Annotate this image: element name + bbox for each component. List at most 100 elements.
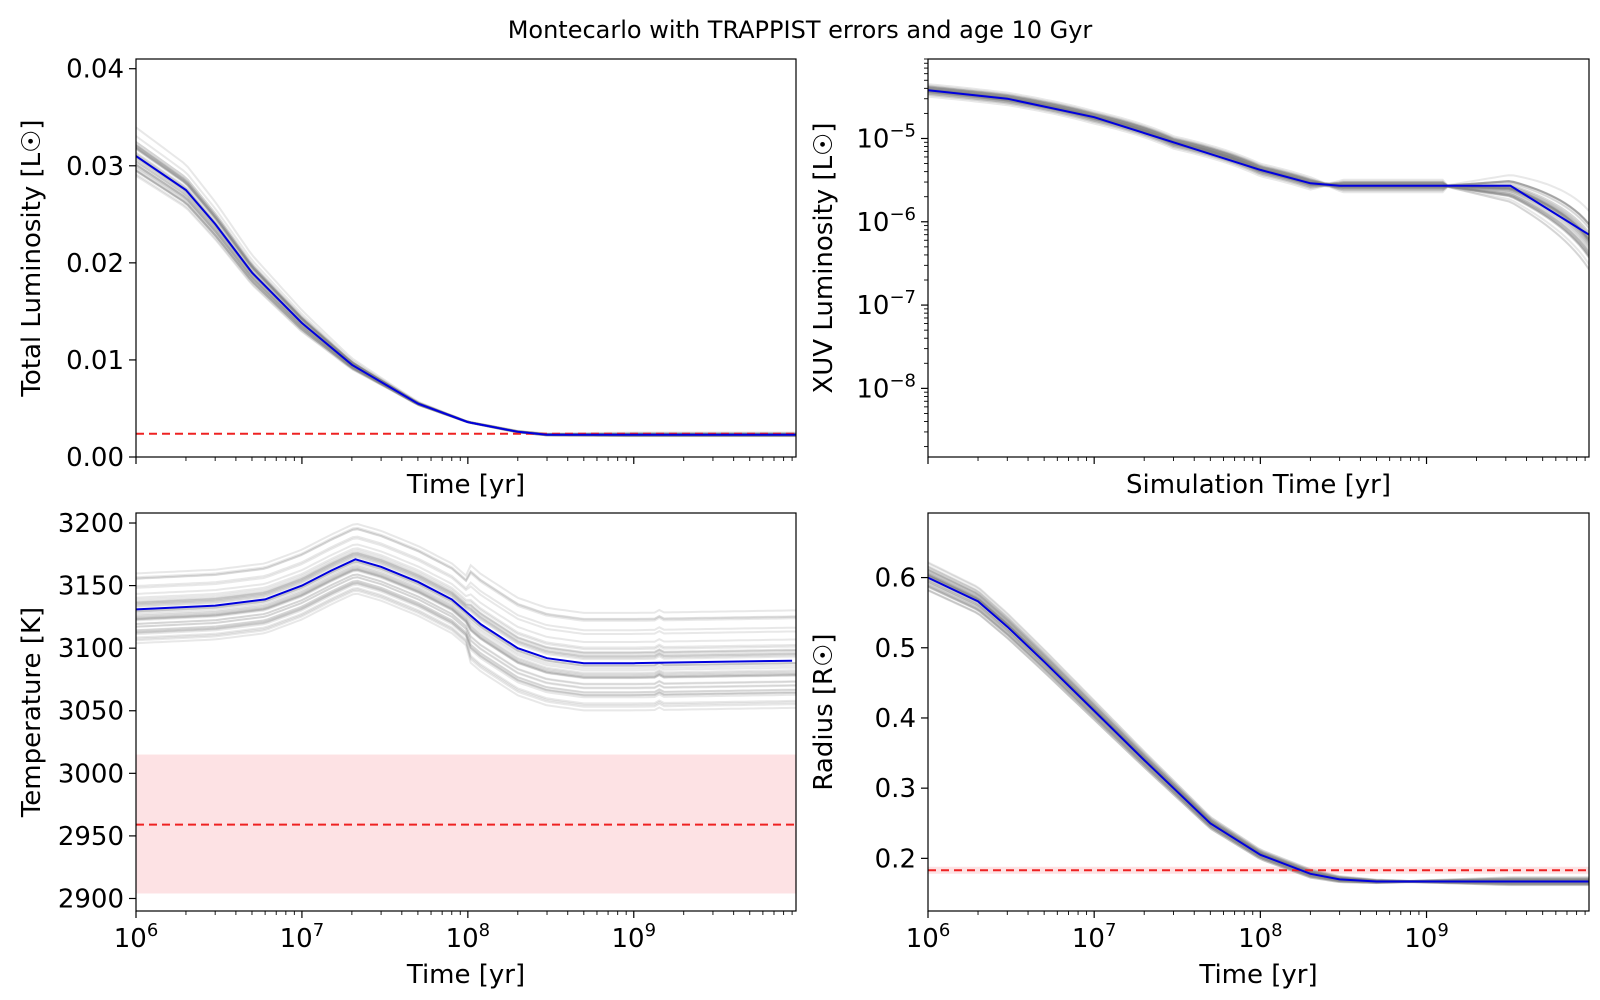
sample-line xyxy=(928,578,1589,884)
sample-line xyxy=(928,88,1589,234)
y-tick-label: 3000 xyxy=(58,759,124,789)
y-tick-label: 0.02 xyxy=(66,249,124,279)
sample-line xyxy=(136,555,796,659)
y-tick-label: 2950 xyxy=(58,822,124,852)
sample-line xyxy=(136,163,796,437)
x-axis: Simulation Time [yr] xyxy=(927,457,1586,500)
sample-line xyxy=(928,574,1589,883)
sample-line xyxy=(928,95,1589,271)
sample-line xyxy=(928,561,1589,882)
sample-line xyxy=(928,570,1589,883)
x-axis-label: Time [yr] xyxy=(1198,960,1317,990)
sample-line xyxy=(928,92,1589,254)
sample-line xyxy=(136,151,796,436)
x-tick-label: 108 xyxy=(1238,920,1283,954)
sample-line xyxy=(136,567,796,677)
sample-line xyxy=(136,576,796,690)
sample-line xyxy=(136,526,796,620)
x-axis-label: Simulation Time [yr] xyxy=(1126,470,1391,500)
sample-line xyxy=(136,152,796,436)
sample-line xyxy=(928,86,1589,225)
sample-line xyxy=(928,575,1589,883)
y-tick-label: 3050 xyxy=(58,697,124,727)
sample-line xyxy=(136,562,796,670)
sample-line xyxy=(928,580,1589,884)
sample-line xyxy=(928,580,1589,884)
y-tick-label: 10−7 xyxy=(856,287,916,321)
sample-line xyxy=(136,551,796,654)
sample-line xyxy=(136,581,796,697)
sample-line xyxy=(928,574,1589,883)
y-tick-label: 0.00 xyxy=(66,443,124,473)
sample-line xyxy=(136,146,796,436)
y-axis-label: Radius [R☉] xyxy=(809,633,839,790)
x-tick-label: 109 xyxy=(611,920,656,954)
sample-line xyxy=(928,85,1589,226)
sample-line xyxy=(928,569,1589,883)
sample-line xyxy=(136,143,796,436)
sample-line xyxy=(928,573,1589,883)
plot-area xyxy=(136,126,796,438)
y-tick-label: 0.2 xyxy=(875,844,916,874)
y-tick-label: 0.3 xyxy=(875,774,916,804)
sample-line xyxy=(136,583,796,699)
plot-area xyxy=(928,561,1589,887)
sample-line xyxy=(136,552,796,657)
sample-line xyxy=(136,549,796,651)
sample-line xyxy=(928,92,1589,258)
sample-line xyxy=(928,569,1589,883)
sample-line xyxy=(136,147,796,436)
x-tick-label: 107 xyxy=(1072,920,1117,954)
sample-line xyxy=(928,571,1589,883)
sample-line xyxy=(136,566,796,676)
panel-temperature: 106 107 108 109 Time [yr] 2900 2950 3000 3050 310… xyxy=(17,509,797,990)
y-tick-label: 0.03 xyxy=(66,152,124,182)
y-tick-label: 10−6 xyxy=(856,204,916,238)
sample-line xyxy=(928,87,1589,241)
model-line xyxy=(136,558,793,665)
sample-line xyxy=(928,84,1589,225)
sample-line xyxy=(136,146,796,436)
panel-total-luminosity: Time [yr] 0.00 0.01 0.02 0.03 0.04 Total Lumin… xyxy=(17,55,797,500)
sample-line xyxy=(136,169,796,437)
sample-line xyxy=(136,164,796,437)
sample-line xyxy=(136,568,796,679)
sample-line xyxy=(136,148,796,436)
sample-line xyxy=(928,91,1589,250)
sample-line xyxy=(136,147,796,436)
sample-line xyxy=(928,580,1589,884)
sample-line xyxy=(136,169,796,437)
sample-line xyxy=(928,86,1589,226)
sample-line xyxy=(136,573,796,685)
sample-line xyxy=(928,86,1589,240)
sample-line xyxy=(136,567,796,678)
sample-line xyxy=(928,574,1589,883)
sample-line xyxy=(136,156,796,436)
sample-line xyxy=(136,159,796,436)
sample-line xyxy=(928,583,1589,885)
sample-line xyxy=(136,528,796,622)
sample-line xyxy=(928,574,1589,883)
sample-line xyxy=(136,141,796,436)
x-tick-label: 109 xyxy=(1404,920,1449,954)
sample-line xyxy=(136,547,796,649)
sample-line xyxy=(136,157,796,436)
sample-line xyxy=(136,162,796,437)
sample-line xyxy=(136,568,796,678)
sample-line xyxy=(928,92,1589,256)
sample-line xyxy=(928,87,1589,244)
sample-line xyxy=(928,585,1589,885)
sample-line xyxy=(928,88,1589,243)
sample-line xyxy=(928,87,1589,241)
plot-area xyxy=(928,83,1589,271)
sample-line xyxy=(928,589,1589,887)
sample-line xyxy=(928,567,1589,883)
y-tick-label: 0.4 xyxy=(875,704,916,734)
sample-line xyxy=(136,565,796,674)
sample-line xyxy=(136,160,796,437)
sample-line xyxy=(928,574,1589,883)
plot-area xyxy=(136,522,796,894)
sample-line xyxy=(136,554,796,658)
y-tick-label: 0.5 xyxy=(875,634,916,664)
sample-line xyxy=(928,573,1589,883)
